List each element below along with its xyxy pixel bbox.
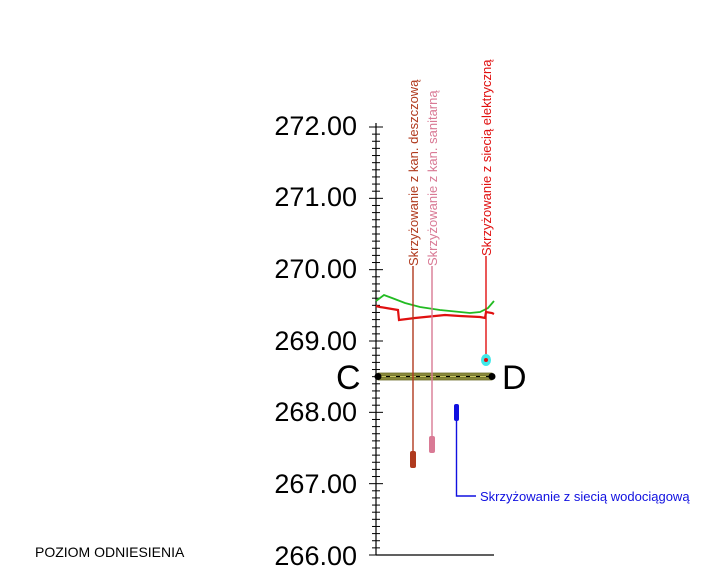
- power-marker-core: [484, 358, 488, 362]
- water-label: Skrzyżowanie z siecią wodociągową: [480, 489, 690, 504]
- point-c-label: C: [336, 359, 361, 397]
- storm-sewer-label: Skrzyżowanie z kan. deszczową: [406, 79, 421, 266]
- sanitary-sewer-marker: [429, 436, 435, 453]
- datum-label: POZIOM ODNIESIENIA: [35, 544, 185, 560]
- water-leader: [455, 421, 476, 497]
- axis-ticks: [369, 126, 383, 556]
- storm-sewer-marker: [410, 451, 416, 468]
- terrain-line: [375, 293, 495, 314]
- elev-label-268: 268.00: [274, 397, 357, 427]
- elev-label-272: 272.00: [274, 111, 357, 141]
- point-c-marker: [374, 373, 382, 380]
- point-d-label: D: [502, 359, 527, 397]
- sanitary-sewer-label: Skrzyżowanie z kan. sanitarną: [425, 90, 440, 266]
- elev-label-267: 267.00: [274, 469, 357, 499]
- water-marker: [454, 404, 459, 421]
- elev-label-266: 266.00: [274, 541, 357, 571]
- elev-label-270: 270.00: [274, 254, 357, 284]
- elev-label-271: 271.00: [274, 182, 357, 212]
- elev-label-269: 269.00: [274, 326, 357, 356]
- power-label: Skrzyżowanie z siecią elektryczną: [479, 59, 494, 256]
- point-d-marker: [488, 373, 496, 380]
